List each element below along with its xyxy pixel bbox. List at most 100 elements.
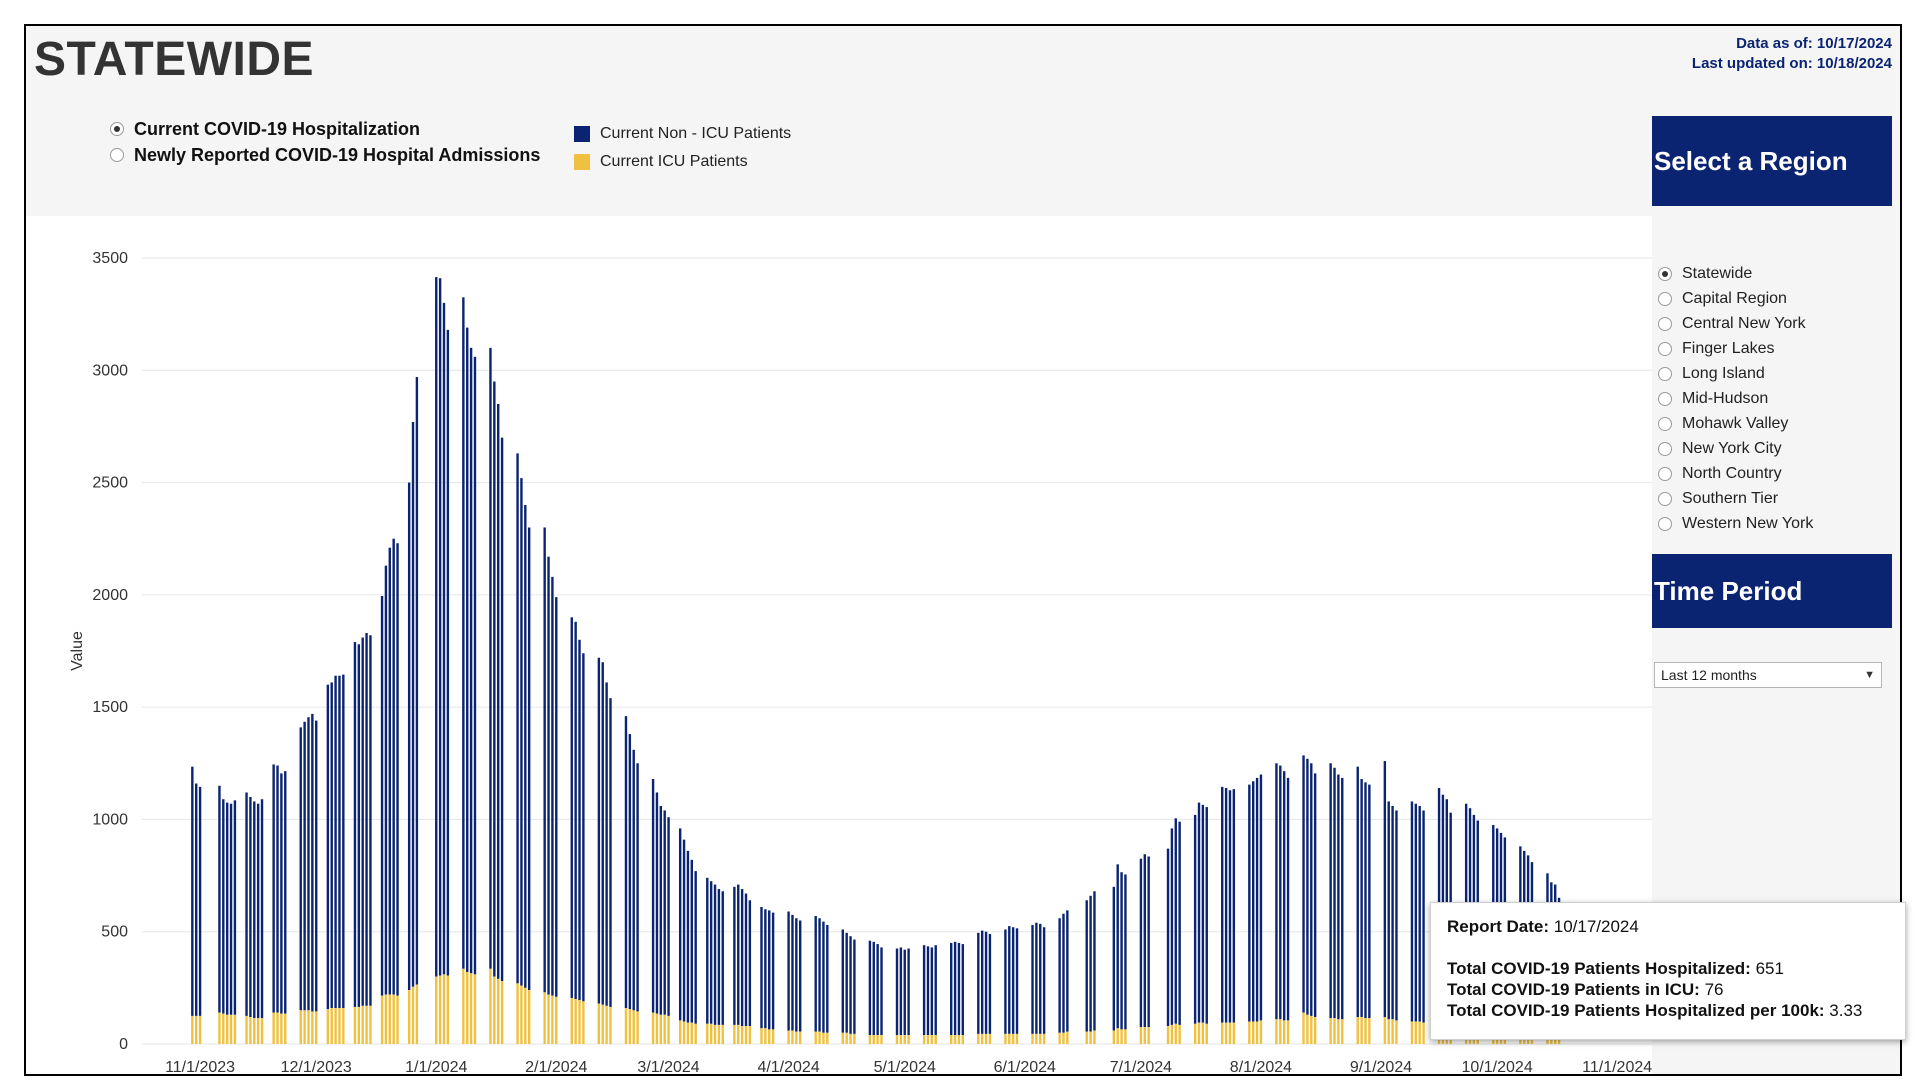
bar-non-icu: [721, 891, 724, 1025]
x-tick-label: 11/1/2023: [165, 1059, 235, 1076]
bar-icu: [191, 1015, 194, 1044]
bar-non-icu: [1228, 790, 1232, 1023]
bar-icu: [706, 1023, 709, 1044]
radio-unselected-icon[interactable]: [1658, 341, 1672, 356]
region-option-southern-tier[interactable]: Southern Tier: [1658, 486, 1813, 511]
region-option-statewide[interactable]: Statewide: [1658, 261, 1813, 286]
radio-unselected-icon[interactable]: [1658, 441, 1672, 456]
region-label: Finger Lakes: [1682, 339, 1775, 357]
radio-unselected-icon[interactable]: [1658, 391, 1672, 406]
region-option-capital-region[interactable]: Capital Region: [1658, 286, 1813, 311]
bar-non-icu: [1383, 761, 1387, 1018]
bar-non-icu: [1364, 782, 1367, 1019]
region-option-new-york-city[interactable]: New York City: [1658, 436, 1813, 461]
bar-non-icu: [473, 356, 477, 975]
region-panel-header: Select a Region: [1652, 116, 1892, 206]
region-label: Mid-Hudson: [1682, 389, 1769, 407]
radio-unselected-icon[interactable]: [1658, 291, 1672, 306]
region-option-western-new-york[interactable]: Western New York: [1658, 511, 1813, 536]
bar-icu: [764, 1028, 767, 1044]
bar-non-icu: [500, 437, 504, 982]
bar-non-icu: [466, 327, 469, 973]
radio-unselected-icon[interactable]: [1658, 416, 1672, 431]
region-option-mohawk-valley[interactable]: Mohawk Valley: [1658, 411, 1813, 436]
tooltip-per-100k: Total COVID-19 Patients Hospitalized per…: [1447, 1001, 1863, 1020]
bar-icu: [984, 1033, 988, 1044]
radio-selected-icon[interactable]: [1658, 266, 1672, 281]
bar-non-icu: [361, 637, 364, 1006]
region-option-north-country[interactable]: North Country: [1658, 461, 1813, 486]
radio-unselected-icon[interactable]: [1658, 366, 1672, 381]
region-label: North Country: [1682, 464, 1782, 482]
bar-non-icu: [1147, 856, 1150, 1028]
bar-non-icu: [1062, 913, 1065, 1033]
bar-non-icu: [717, 889, 721, 1025]
bar-non-icu: [1170, 828, 1174, 1025]
bar-non-icu: [527, 527, 531, 991]
bar-icu: [1422, 1022, 1425, 1044]
x-tick-label: 1/1/2024: [405, 1059, 467, 1076]
bar-non-icu: [1255, 777, 1259, 1022]
tooltip-total-hospitalized: Total COVID-19 Patients Hospitalized: 65…: [1447, 959, 1784, 978]
bar-icu: [977, 1033, 980, 1044]
bar-non-icu: [1089, 895, 1092, 1032]
bar-icu: [1310, 1015, 1313, 1044]
bar-non-icu: [1116, 864, 1119, 1029]
x-tick-label: 12/1/2023: [281, 1059, 352, 1076]
y-tick-label: 3000: [92, 362, 128, 379]
bar-non-icu: [876, 944, 879, 1036]
legend-item-icu: Current ICU Patients: [574, 148, 791, 176]
bar-icu: [655, 1013, 659, 1044]
bar-icu: [1286, 1020, 1290, 1044]
measure-option-hospitalization[interactable]: Current COVID-19 Hospitalization: [110, 116, 540, 142]
region-option-finger-lakes[interactable]: Finger Lakes: [1658, 336, 1813, 361]
bar-non-icu: [276, 765, 279, 1013]
tooltip-report-date: Report Date: 10/17/2024: [1447, 917, 1639, 936]
bar-non-icu: [1143, 854, 1146, 1028]
y-tick-label: 500: [101, 924, 128, 941]
bar-non-icu: [1410, 801, 1414, 1022]
bar-non-icu: [369, 635, 372, 1006]
bar-icu: [903, 1035, 906, 1044]
bar-icu: [841, 1032, 844, 1044]
bar-non-icu: [551, 576, 554, 996]
bar-icu: [245, 1015, 248, 1044]
region-label: Long Island: [1682, 364, 1765, 382]
legend-item-non-icu: Current Non - ICU Patients: [574, 120, 791, 148]
bar-icu: [1341, 1019, 1344, 1044]
bar-icu: [636, 1011, 639, 1044]
bar-icu: [1120, 1029, 1123, 1044]
bar-icu: [597, 1003, 601, 1044]
bar-icu: [690, 1022, 693, 1044]
bar-non-icu: [709, 881, 713, 1024]
bar-non-icu: [303, 721, 306, 1011]
bar-icu: [307, 1010, 310, 1044]
bar-non-icu: [1232, 789, 1236, 1023]
radio-unselected-icon[interactable]: [1658, 466, 1672, 481]
bar-icu: [1058, 1032, 1061, 1044]
radio-selected-icon[interactable]: [110, 122, 124, 136]
y-tick-label: 3500: [92, 250, 128, 267]
bar-non-icu: [818, 918, 821, 1032]
region-option-long-island[interactable]: Long Island: [1658, 361, 1813, 386]
region-option-mid-hudson[interactable]: Mid-Hudson: [1658, 386, 1813, 411]
bar-icu: [353, 1006, 357, 1044]
measure-option-admissions[interactable]: Newly Reported COVID-19 Hospital Admissi…: [110, 142, 540, 168]
bar-icu: [1193, 1023, 1197, 1044]
bar-non-icu: [555, 597, 558, 997]
bar-icu: [411, 986, 415, 1044]
radio-unselected-icon[interactable]: [1658, 316, 1672, 331]
radio-unselected-icon[interactable]: [1658, 491, 1672, 506]
region-option-central-new-york[interactable]: Central New York: [1658, 311, 1813, 336]
time-period-dropdown[interactable]: Last 12 months ▼: [1654, 662, 1882, 688]
radio-unselected-icon[interactable]: [110, 148, 124, 162]
bar-non-icu: [1302, 755, 1305, 1013]
bar-non-icu: [334, 675, 337, 1009]
bar-non-icu: [446, 329, 450, 976]
bar-non-icu: [795, 918, 798, 1032]
bar-non-icu: [678, 828, 682, 1021]
caret-down-icon[interactable]: ▼: [1864, 669, 1875, 681]
radio-unselected-icon[interactable]: [1658, 516, 1672, 531]
bar-icu: [442, 974, 446, 1044]
bar-non-icu: [760, 907, 763, 1029]
